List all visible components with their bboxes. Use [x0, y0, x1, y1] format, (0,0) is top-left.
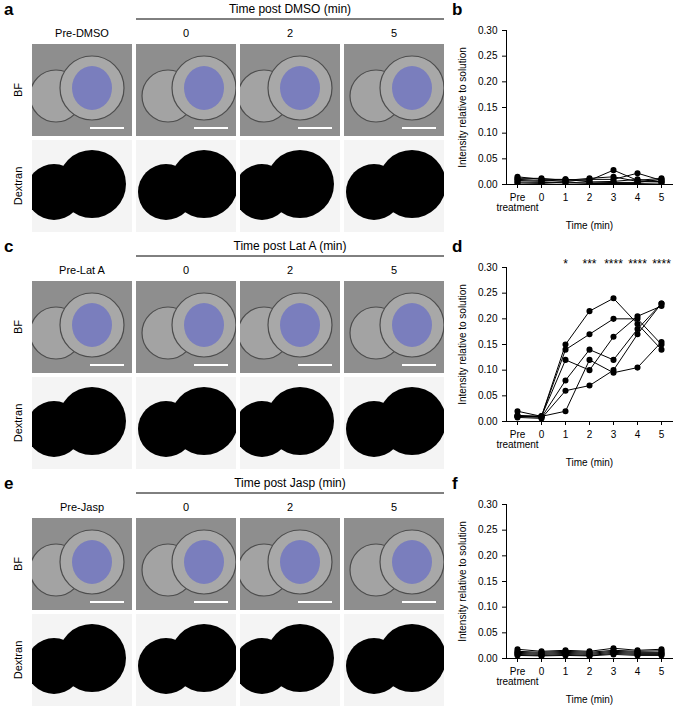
svg-text:BF: BF [12, 83, 24, 97]
svg-text:0.25: 0.25 [478, 287, 498, 298]
svg-text:Time post DMSO (min): Time post DMSO (min) [229, 2, 351, 16]
svg-text:****: **** [628, 257, 647, 271]
svg-text:0.00: 0.00 [478, 416, 498, 427]
svg-text:Pre-Lat A: Pre-Lat A [59, 264, 106, 276]
svg-text:5: 5 [659, 192, 665, 203]
svg-text:0: 0 [539, 666, 545, 677]
svg-text:0: 0 [539, 429, 545, 440]
svg-text:Dextran: Dextran [12, 641, 24, 680]
html-text:f: f [452, 474, 458, 493]
svg-text:Time post Lat A (min): Time post Lat A (min) [234, 239, 347, 253]
svg-text:5: 5 [391, 27, 397, 39]
svg-text:BF: BF [12, 557, 24, 571]
svg-text:0.20: 0.20 [478, 313, 498, 324]
svg-text:0.30: 0.30 [478, 262, 498, 273]
svg-text:Time (min): Time (min) [566, 457, 613, 468]
svg-text:0.25: 0.25 [478, 524, 498, 535]
svg-text:Intensity relative to solution: Intensity relative to solution [457, 47, 468, 168]
svg-text:5: 5 [659, 429, 665, 440]
svg-text:****: **** [604, 257, 623, 271]
svg-text:Pretreatment: Pretreatment [496, 429, 538, 450]
svg-text:***: *** [582, 257, 596, 271]
svg-text:0.10: 0.10 [478, 364, 498, 375]
svg-text:****: **** [652, 257, 671, 271]
html-text:a: a [4, 0, 14, 19]
svg-text:3: 3 [611, 666, 617, 677]
svg-text:Time post Jasp (min): Time post Jasp (min) [234, 476, 346, 490]
html-text:c: c [4, 237, 14, 256]
html-text:d: d [452, 237, 463, 256]
svg-text:0.15: 0.15 [478, 576, 498, 587]
svg-text:0: 0 [183, 501, 189, 513]
svg-text:1: 1 [563, 192, 569, 203]
svg-text:2: 2 [287, 27, 293, 39]
svg-text:4: 4 [635, 192, 641, 203]
svg-text:0.05: 0.05 [478, 153, 498, 164]
svg-text:Intensity relative to solution: Intensity relative to solution [457, 521, 468, 642]
svg-text:4: 4 [635, 429, 641, 440]
svg-text:BF: BF [12, 320, 24, 334]
svg-text:Pretreatment: Pretreatment [496, 192, 538, 213]
svg-text:2: 2 [287, 264, 293, 276]
svg-text:2: 2 [587, 666, 593, 677]
svg-text:Dextran: Dextran [12, 167, 24, 206]
svg-text:1: 1 [563, 666, 569, 677]
svg-text:0.25: 0.25 [478, 50, 498, 61]
svg-text:0.30: 0.30 [478, 499, 498, 510]
svg-text:0: 0 [183, 27, 189, 39]
svg-text:Intensity relative to solution: Intensity relative to solution [457, 284, 468, 405]
svg-text:2: 2 [587, 192, 593, 203]
svg-text:0.15: 0.15 [478, 339, 498, 350]
svg-text:5: 5 [659, 666, 665, 677]
svg-text:4: 4 [635, 666, 641, 677]
svg-text:5: 5 [391, 501, 397, 513]
svg-text:0.20: 0.20 [478, 76, 498, 87]
svg-text:Time (min): Time (min) [566, 220, 613, 231]
svg-text:2: 2 [587, 429, 593, 440]
html-text:b: b [452, 0, 463, 19]
svg-text:0.00: 0.00 [478, 653, 498, 664]
html-text:e: e [4, 474, 14, 493]
svg-text:2: 2 [287, 501, 293, 513]
svg-text:5: 5 [391, 264, 397, 276]
svg-text:1: 1 [563, 429, 569, 440]
svg-text:Dextran: Dextran [12, 404, 24, 443]
svg-text:0.10: 0.10 [478, 127, 498, 138]
svg-text:3: 3 [611, 429, 617, 440]
svg-text:0: 0 [539, 192, 545, 203]
svg-text:3: 3 [611, 192, 617, 203]
svg-text:Pre-DMSO: Pre-DMSO [55, 27, 109, 39]
svg-text:Time (min): Time (min) [566, 694, 613, 705]
svg-text:0.05: 0.05 [478, 390, 498, 401]
svg-text:0: 0 [183, 264, 189, 276]
svg-text:0.30: 0.30 [478, 25, 498, 36]
svg-text:0.15: 0.15 [478, 102, 498, 113]
svg-text:0.00: 0.00 [478, 179, 498, 190]
svg-text:Pre-Jasp: Pre-Jasp [60, 501, 104, 513]
svg-text:0.10: 0.10 [478, 601, 498, 612]
svg-text:0.05: 0.05 [478, 627, 498, 638]
svg-text:Pretreatment: Pretreatment [496, 666, 538, 687]
svg-text:0.20: 0.20 [478, 550, 498, 561]
svg-text:*: * [563, 257, 568, 271]
